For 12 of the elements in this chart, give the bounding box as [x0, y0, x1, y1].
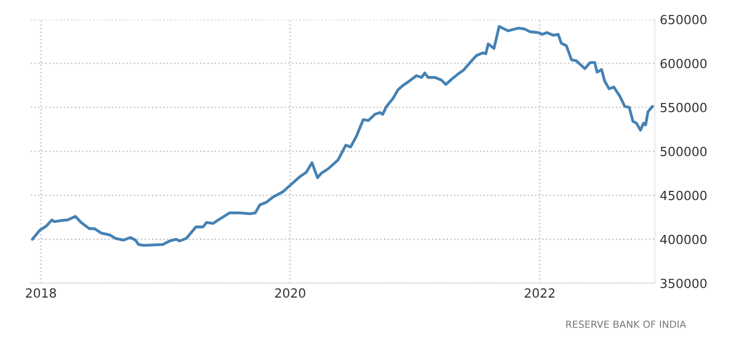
y-tick-label: 350000: [660, 278, 707, 288]
y-tick-label: 500000: [660, 146, 707, 156]
y-tick-label: 600000: [660, 58, 707, 68]
y-tick-label: 400000: [660, 234, 707, 244]
line-series: [30, 25, 654, 247]
text: RESERVE BANK OF INDIA: [566, 320, 686, 328]
x-tick-label: 2020: [275, 288, 306, 298]
y-tick-label: 650000: [660, 14, 707, 24]
x-tick-label: 2018: [26, 288, 56, 298]
y-tick-label: 450000: [660, 190, 707, 200]
y-tick-label: 550000: [660, 102, 707, 112]
x-tick-label: 2022: [524, 288, 554, 298]
